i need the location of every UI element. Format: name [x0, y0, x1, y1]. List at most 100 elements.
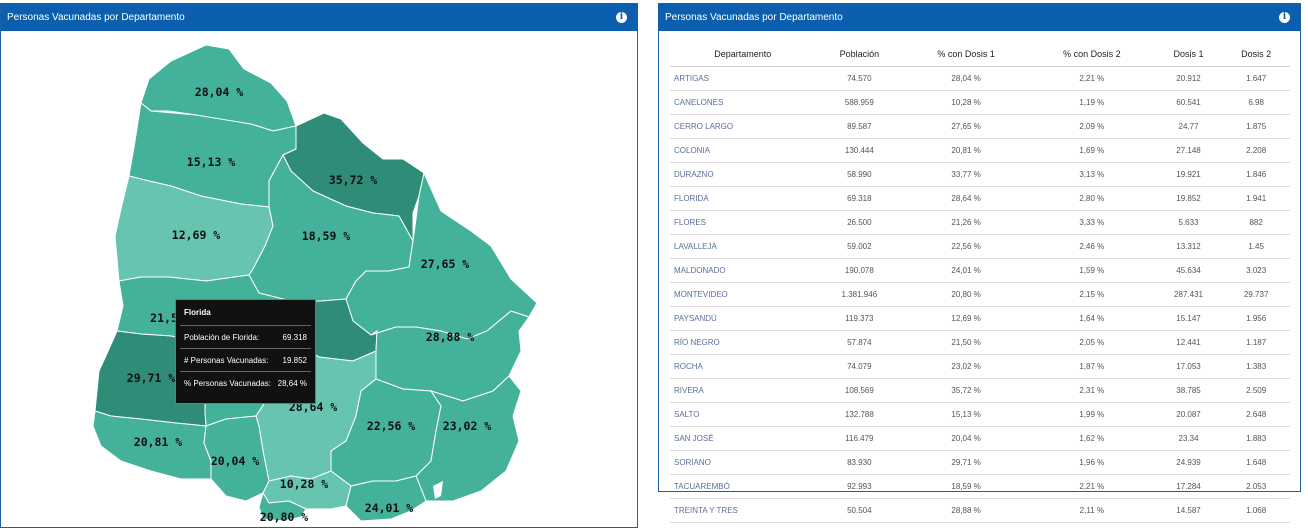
map-label-rivera: 35,72 %: [329, 173, 378, 187]
column-header[interactable]: Dosis 2: [1222, 42, 1290, 67]
table-cell: 13.312: [1154, 234, 1223, 259]
map-label-maldonado: 24,01 %: [365, 501, 414, 515]
tooltip-row: Población de Florida: 69.318: [180, 326, 311, 349]
table-cell: 132.788: [815, 402, 904, 427]
department-cell: SORIANO: [670, 450, 816, 475]
table-cell: 1.956: [1222, 306, 1290, 331]
column-header[interactable]: % con Dosis 1: [903, 42, 1029, 67]
table-cell: 1.875: [1222, 114, 1290, 139]
table-cell: 20,04 %: [903, 426, 1029, 451]
table-cell: 20.912: [1154, 66, 1223, 91]
table-cell: 1.187: [1222, 330, 1290, 355]
table-cell: 59.002: [815, 234, 904, 259]
map-label-rocha: 23,02 %: [443, 419, 492, 433]
table-cell: 35,72 %: [903, 378, 1029, 403]
table-cell: 1.381.946: [815, 282, 904, 307]
table-cell: 2,11 %: [1028, 498, 1155, 523]
table-cell: 108.569: [815, 378, 904, 403]
table-cell: 588.959: [815, 90, 904, 115]
map-label-rionegro: 21,5: [150, 311, 178, 325]
table-panel-header: Personas Vacunadas por Departamento i: [659, 4, 1300, 31]
table-cell: 882: [1222, 210, 1290, 235]
table-row: DURAZNO 58.990 33,77 % 3,13 % 19.921 1.846: [670, 162, 1290, 187]
department-cell: PAYSANDÚ: [670, 306, 816, 331]
table-cell: 1.068: [1222, 498, 1290, 523]
table-cell: 1,87 %: [1028, 354, 1155, 379]
department-cell: FLORIDA: [670, 186, 816, 211]
table-cell: 23,02 %: [903, 354, 1029, 379]
table-row: CERRO LARGO 89.587 27,65 % 2,09 % 24.77 1.875: [670, 114, 1290, 139]
table-cell: 2,15 %: [1028, 282, 1155, 307]
table-cell: 2,31 %: [1028, 378, 1155, 403]
map-label-lavalleja: 22,56 %: [367, 419, 416, 433]
tooltip-label: % Personas Vacunadas:: [184, 379, 272, 388]
column-header[interactable]: Población: [815, 42, 904, 67]
table-cell: 2,21 %: [1028, 474, 1155, 499]
table-cell: 28,04 %: [903, 66, 1029, 91]
table-cell: 26.500: [815, 210, 904, 235]
table-cell: 1,62 %: [1028, 426, 1155, 451]
tooltip-label: # Personas Vacunadas:: [184, 356, 269, 365]
table-cell: 15.147: [1154, 306, 1223, 331]
table-row: COLONIA 130.444 20,81 % 1,69 % 27.148 2.208: [670, 138, 1290, 163]
table-cell: 83.930: [815, 450, 904, 475]
map-label-soriano: 29,71 %: [127, 371, 176, 385]
map-label-treintaytres: 28,88 %: [426, 330, 475, 344]
info-icon[interactable]: i: [1279, 12, 1290, 23]
column-header[interactable]: Departamento: [670, 42, 816, 67]
table-cell: 287.431: [1154, 282, 1223, 307]
table-row: LAVALLEJA 59.002 22,56 % 2,46 % 13.312 1.45: [670, 234, 1290, 259]
table-cell: 89.587: [815, 114, 904, 139]
table-cell: 3,33 %: [1028, 210, 1155, 235]
table-cell: 27.148: [1154, 138, 1223, 163]
table-row: TREINTA Y TRES 50.504 28,88 % 2,11 % 14.587 1…: [670, 498, 1290, 523]
table-cell: 28,88 %: [903, 498, 1029, 523]
table-cell: 24,01 %: [903, 258, 1029, 283]
department-cell: ARTIGAS: [670, 66, 816, 91]
table-cell: 74.570: [815, 66, 904, 91]
map-label-sanjose: 20,04 %: [211, 454, 260, 468]
table-cell: 20,81 %: [903, 138, 1029, 163]
uruguay-map: 28,04 % 15,13 % 35,72 % 12,69 % 18,59 % 27,65…: [92, 44, 538, 524]
table-cell: 190.078: [815, 258, 904, 283]
map-label-canelones: 10,28 %: [280, 477, 329, 491]
table-row: MONTEVIDEO 1.381.946 20,80 % 2,15 % 287.431 2…: [670, 282, 1290, 307]
table-cell: 20,80 %: [903, 282, 1029, 307]
table-cell: 21,26 %: [903, 210, 1029, 235]
map-label-salto: 15,13 %: [187, 155, 236, 169]
info-icon[interactable]: i: [616, 12, 627, 23]
tooltip-label: Población de Florida:: [184, 333, 260, 342]
department-cell: SALTO: [670, 402, 816, 427]
table-panel-title: Personas Vacunadas por Departamento: [665, 12, 843, 23]
map-region-montevideo[interactable]: [258, 491, 307, 522]
department-cell: SAN JOSÉ: [670, 426, 816, 451]
table-cell: 18,59 %: [903, 474, 1029, 499]
table-cell: 130.444: [815, 138, 904, 163]
table-cell: 1.45: [1222, 234, 1290, 259]
table-cell: 2,09 %: [1028, 114, 1155, 139]
table-cell: 28,64 %: [903, 186, 1029, 211]
table-cell: 24.77: [1154, 114, 1223, 139]
map-panel-header: Personas Vacunadas por Departamento i: [1, 4, 637, 31]
column-header[interactable]: % con Dosis 2: [1028, 42, 1155, 67]
table-cell: 2,46 %: [1028, 234, 1155, 259]
table-cell: 1.647: [1222, 66, 1290, 91]
table-cell: 119.373: [815, 306, 904, 331]
table-cell: 15,13 %: [903, 402, 1029, 427]
table-cell: 2,80 %: [1028, 186, 1155, 211]
table-cell: 29,71 %: [903, 450, 1029, 475]
tooltip-value: 28,64 %: [277, 379, 307, 388]
column-header[interactable]: Dosis 1: [1154, 42, 1223, 67]
tooltip-title: Florida: [180, 300, 311, 326]
table-cell: 3,13 %: [1028, 162, 1155, 187]
table-cell: 20.087: [1154, 402, 1223, 427]
table-row: CANELONES 588.959 10,28 % 1,19 % 60.541 6.98: [670, 90, 1290, 115]
vaccination-table: Departamento Población% con Dosis 1% con …: [670, 42, 1290, 523]
department-cell: CANELONES: [670, 90, 816, 115]
map-region-maldonado[interactable]: [345, 475, 427, 522]
table-row: RÍO NEGRO 57.874 21,50 % 2,05 % 12.441 1.187: [670, 330, 1290, 355]
map-label-artigas: 28,04 %: [195, 85, 244, 99]
map-region-rocha[interactable]: [415, 375, 522, 502]
department-cell: MALDONADO: [670, 258, 816, 283]
table-cell: 1,96 %: [1028, 450, 1155, 475]
